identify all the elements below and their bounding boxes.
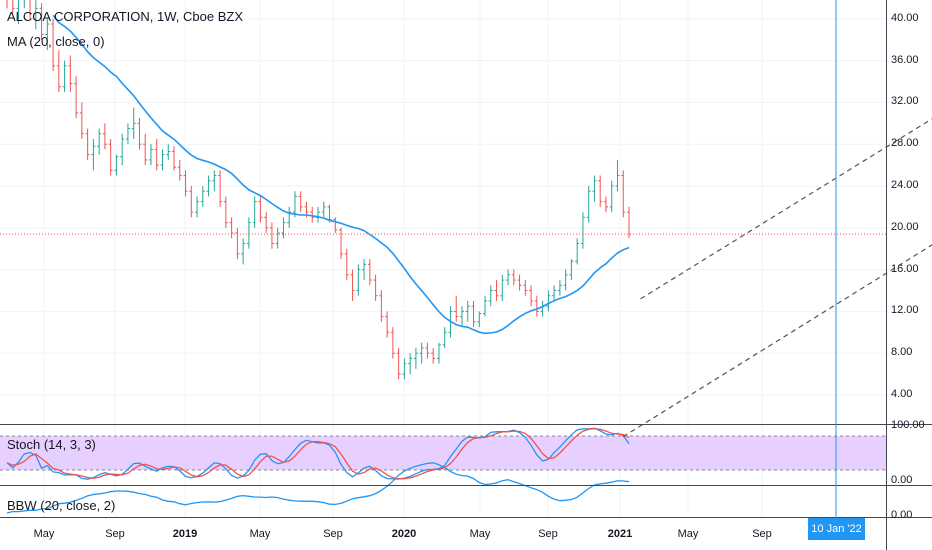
price-tick-label: 16.00 <box>891 262 919 275</box>
stoch-band <box>0 436 886 470</box>
time-tick-label: May <box>677 528 699 540</box>
time-tick-label: May <box>469 528 491 540</box>
price-tick-label: 12.00 <box>891 304 919 317</box>
ma-legend[interactable]: MA (20, close, 0) <box>7 34 105 49</box>
indicator-tick-label: 0.00 <box>891 474 913 486</box>
time-tick-label: May <box>249 528 271 540</box>
price-tick-label: 36.00 <box>891 53 919 66</box>
time-tick-label: 2019 <box>172 528 198 540</box>
time-tick-label: May <box>33 528 55 540</box>
price-tick-label: 24.00 <box>891 179 919 191</box>
price-tick-label: 20.00 <box>891 220 919 233</box>
time-tick-label: 2021 <box>607 528 633 540</box>
indicator-tick-label: 0.00 <box>891 509 913 521</box>
time-tick-label: 2020 <box>391 528 417 540</box>
stoch-legend[interactable]: Stoch (14, 3, 3) <box>7 437 96 452</box>
price-tick-label: 40.00 <box>891 11 919 24</box>
stoch-pane <box>0 427 886 480</box>
chart-title: ALCOA CORPORATION, 1W, Cboe BZX <box>7 9 243 24</box>
price-tick-label: 28.00 <box>891 137 919 150</box>
price-tick-label: 8.00 <box>891 346 913 359</box>
bbw-legend[interactable]: BBW (20, close, 2) <box>7 498 116 513</box>
channel-trend-line <box>640 118 932 300</box>
grid-lines <box>0 0 886 517</box>
time-tick-label: Sep <box>105 528 125 540</box>
price-pane <box>0 0 932 438</box>
time-tick-label: Sep <box>323 528 343 540</box>
crosshair-date-badge: 10 Jan '22 <box>808 518 865 540</box>
channel-trend-line <box>622 244 932 438</box>
time-tick-label: Sep <box>752 528 772 540</box>
indicator-tick-label: 100.00 <box>891 419 925 431</box>
price-tick-label: 32.00 <box>891 95 919 108</box>
ma-line <box>52 14 630 335</box>
price-tick-label: 4.00 <box>891 388 913 400</box>
time-tick-label: Sep <box>538 528 558 540</box>
stoch-d-line <box>6 428 630 480</box>
